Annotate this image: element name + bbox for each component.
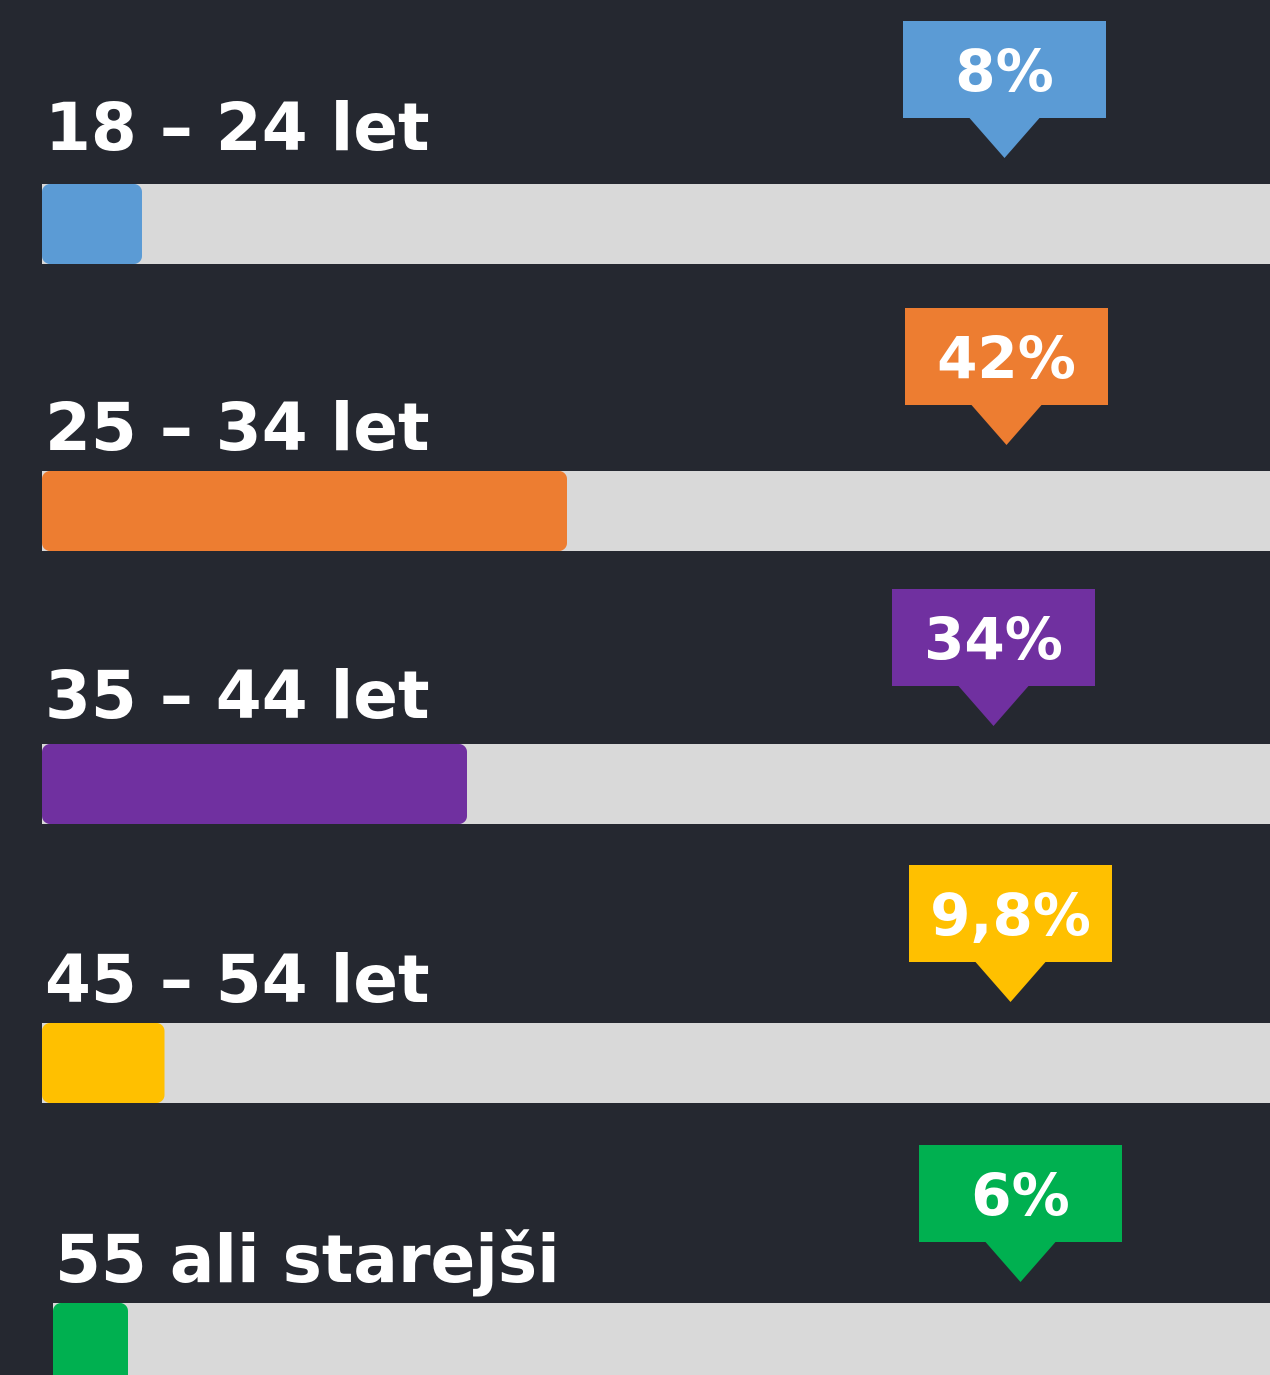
bar [42, 471, 567, 551]
bar-track [53, 1303, 1270, 1375]
bar-track [42, 1023, 1270, 1103]
value-callout [905, 308, 1108, 405]
callout-pointer [985, 1242, 1056, 1282]
bar [42, 744, 467, 824]
value-callout [919, 1145, 1122, 1242]
bar [42, 1023, 165, 1103]
value-callout [903, 21, 1106, 118]
category-label: 18 – 24 let [45, 89, 430, 166]
category-label: 25 – 34 let [45, 389, 430, 466]
value-label: 8% [955, 37, 1053, 105]
bar-track [42, 184, 1270, 264]
bar [53, 1303, 128, 1375]
value-callout [909, 865, 1112, 962]
value-label: 6% [971, 1161, 1069, 1229]
value-label: 34% [924, 605, 1063, 673]
bar [42, 184, 142, 264]
callout-pointer [969, 118, 1040, 158]
value-label: 42% [937, 324, 1076, 392]
category-label: 45 – 54 let [45, 941, 430, 1018]
value-callout [892, 589, 1095, 686]
category-label: 55 ali starejši [55, 1221, 560, 1298]
value-label: 9,8% [930, 881, 1091, 949]
callout-pointer [971, 405, 1042, 445]
category-label: 35 – 44 let [45, 657, 430, 734]
callout-pointer [975, 962, 1046, 1002]
callout-pointer [958, 686, 1029, 726]
